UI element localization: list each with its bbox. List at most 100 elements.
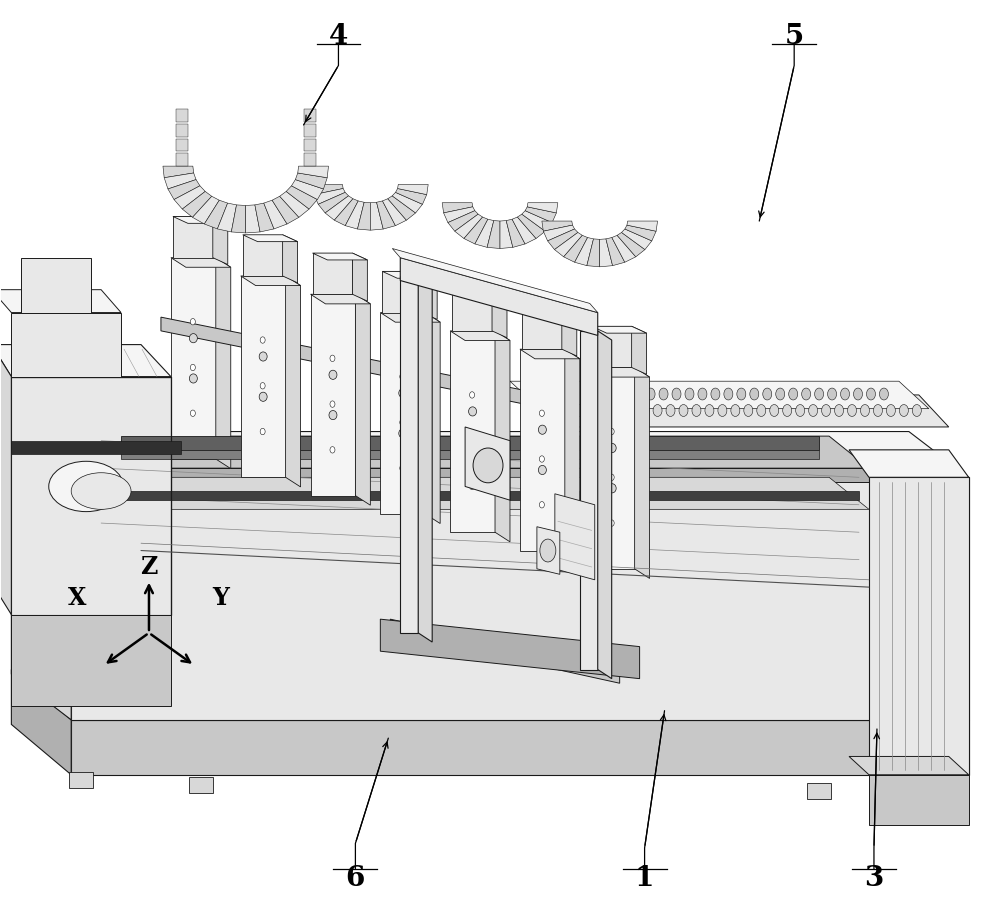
Polygon shape bbox=[380, 312, 425, 514]
Polygon shape bbox=[246, 205, 260, 233]
Polygon shape bbox=[318, 193, 349, 213]
Ellipse shape bbox=[879, 388, 888, 400]
Ellipse shape bbox=[608, 443, 616, 453]
Ellipse shape bbox=[737, 388, 746, 400]
Ellipse shape bbox=[692, 405, 701, 417]
Polygon shape bbox=[512, 217, 536, 244]
Polygon shape bbox=[173, 217, 213, 258]
Polygon shape bbox=[243, 235, 283, 276]
Ellipse shape bbox=[400, 420, 405, 426]
Polygon shape bbox=[506, 219, 525, 247]
Polygon shape bbox=[313, 253, 352, 295]
Polygon shape bbox=[807, 783, 831, 800]
Polygon shape bbox=[398, 185, 428, 195]
Ellipse shape bbox=[473, 448, 503, 483]
Ellipse shape bbox=[189, 333, 197, 342]
Ellipse shape bbox=[815, 388, 824, 400]
Polygon shape bbox=[168, 180, 200, 199]
Polygon shape bbox=[548, 229, 578, 250]
Polygon shape bbox=[495, 330, 510, 542]
Polygon shape bbox=[527, 203, 558, 213]
Polygon shape bbox=[465, 427, 510, 500]
Polygon shape bbox=[61, 477, 869, 509]
Ellipse shape bbox=[731, 405, 740, 417]
Ellipse shape bbox=[828, 388, 837, 400]
Ellipse shape bbox=[776, 388, 785, 400]
Ellipse shape bbox=[190, 410, 195, 417]
Ellipse shape bbox=[470, 392, 475, 398]
Polygon shape bbox=[562, 308, 577, 356]
Polygon shape bbox=[464, 217, 488, 244]
Polygon shape bbox=[121, 436, 819, 450]
Polygon shape bbox=[392, 193, 422, 213]
Polygon shape bbox=[304, 153, 316, 166]
Ellipse shape bbox=[835, 405, 844, 417]
Polygon shape bbox=[517, 214, 545, 239]
Ellipse shape bbox=[718, 405, 727, 417]
Ellipse shape bbox=[679, 405, 688, 417]
Polygon shape bbox=[455, 214, 483, 239]
Polygon shape bbox=[272, 196, 299, 224]
Polygon shape bbox=[606, 238, 625, 265]
Polygon shape bbox=[264, 200, 287, 229]
Ellipse shape bbox=[809, 405, 818, 417]
Polygon shape bbox=[176, 153, 188, 166]
Ellipse shape bbox=[71, 473, 131, 509]
Polygon shape bbox=[555, 232, 582, 257]
Text: 3: 3 bbox=[864, 865, 884, 891]
Polygon shape bbox=[543, 225, 575, 241]
Ellipse shape bbox=[886, 405, 895, 417]
Polygon shape bbox=[176, 139, 188, 151]
Ellipse shape bbox=[666, 405, 675, 417]
Polygon shape bbox=[590, 367, 650, 377]
Polygon shape bbox=[382, 272, 437, 278]
Polygon shape bbox=[400, 258, 598, 335]
Ellipse shape bbox=[470, 483, 475, 489]
Ellipse shape bbox=[796, 405, 805, 417]
Polygon shape bbox=[314, 188, 345, 205]
Polygon shape bbox=[334, 198, 358, 226]
Polygon shape bbox=[450, 330, 495, 532]
Ellipse shape bbox=[757, 405, 766, 417]
Ellipse shape bbox=[330, 355, 335, 362]
Ellipse shape bbox=[555, 388, 564, 400]
Ellipse shape bbox=[260, 337, 265, 343]
Polygon shape bbox=[0, 344, 171, 376]
Polygon shape bbox=[388, 196, 416, 220]
Polygon shape bbox=[171, 258, 231, 267]
Polygon shape bbox=[11, 376, 171, 614]
Polygon shape bbox=[295, 173, 327, 189]
Polygon shape bbox=[625, 225, 656, 241]
Ellipse shape bbox=[822, 405, 831, 417]
Polygon shape bbox=[917, 786, 941, 802]
Polygon shape bbox=[241, 276, 301, 285]
Ellipse shape bbox=[190, 319, 195, 325]
Polygon shape bbox=[243, 235, 298, 241]
Polygon shape bbox=[849, 450, 969, 477]
Polygon shape bbox=[0, 344, 11, 614]
Ellipse shape bbox=[601, 405, 610, 417]
Polygon shape bbox=[575, 238, 594, 265]
Ellipse shape bbox=[469, 447, 477, 456]
Polygon shape bbox=[587, 239, 600, 267]
Polygon shape bbox=[849, 756, 969, 775]
Polygon shape bbox=[542, 221, 573, 231]
Polygon shape bbox=[382, 198, 406, 226]
Ellipse shape bbox=[750, 388, 759, 400]
Polygon shape bbox=[452, 290, 492, 330]
Ellipse shape bbox=[627, 405, 636, 417]
Polygon shape bbox=[286, 276, 301, 487]
Polygon shape bbox=[304, 139, 316, 151]
Ellipse shape bbox=[770, 405, 779, 417]
Polygon shape bbox=[520, 349, 565, 551]
Polygon shape bbox=[345, 201, 364, 230]
Ellipse shape bbox=[539, 456, 544, 462]
Polygon shape bbox=[304, 124, 316, 137]
Ellipse shape bbox=[609, 429, 614, 435]
Polygon shape bbox=[487, 220, 500, 249]
Polygon shape bbox=[11, 669, 71, 775]
Ellipse shape bbox=[609, 520, 614, 526]
Polygon shape bbox=[612, 235, 636, 263]
Ellipse shape bbox=[672, 388, 681, 400]
Polygon shape bbox=[520, 349, 580, 359]
